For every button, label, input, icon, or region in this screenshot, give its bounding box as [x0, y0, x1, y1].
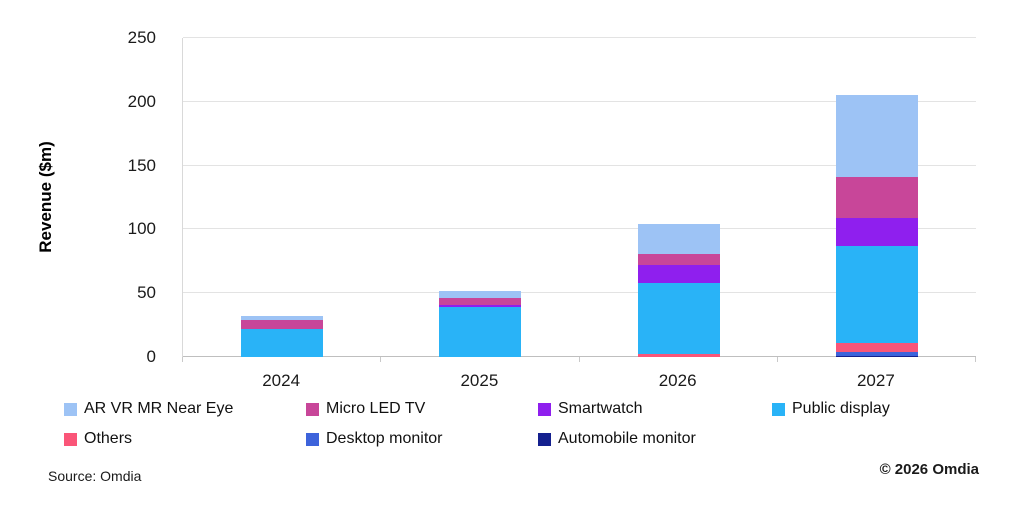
- gridline-200: [183, 100, 976, 102]
- legend-swatch-icon: [306, 432, 319, 446]
- bar-segment-micro-led-tv: [637, 253, 720, 266]
- legend-swatch-icon: [772, 402, 785, 416]
- x-tick-label-2024: 2024: [262, 371, 301, 390]
- legend-label: Smartwatch: [558, 400, 643, 417]
- legend-item-automobile-monitor: Automobile monitor: [538, 430, 696, 448]
- y-tick-label-50: 50: [137, 283, 156, 303]
- y-tick-label-100: 100: [127, 219, 156, 239]
- bar-segment-micro-led-tv: [439, 298, 522, 305]
- legend-label: Micro LED TV: [326, 400, 426, 417]
- bar-segment-others: [637, 354, 720, 357]
- legend-label: Others: [84, 430, 133, 447]
- bar-segment-ar-vr-mr-near-eye: [835, 95, 918, 178]
- bar-segment-smartwatch: [835, 217, 918, 246]
- x-axis-tick-mark: [777, 357, 778, 362]
- legend-item-public-display: Public display: [772, 400, 890, 418]
- legend-swatch-icon: [306, 402, 319, 416]
- bar-segment-ar-vr-mr-near-eye: [439, 290, 522, 299]
- plot-area: [182, 37, 976, 357]
- bar-segment-public-display: [241, 328, 324, 357]
- bar-segment-ar-vr-mr-near-eye: [637, 224, 720, 254]
- gridline-150: [183, 164, 976, 166]
- legend-swatch-icon: [538, 432, 551, 446]
- bar-segment-smartwatch: [637, 265, 720, 283]
- y-tick-label-0: 0: [146, 347, 156, 366]
- x-axis-tick-mark: [975, 357, 976, 362]
- bar-segment-ar-vr-mr-near-eye: [241, 316, 324, 320]
- x-tick-label-2026: 2026: [658, 371, 697, 390]
- legend-label: AR VR MR Near Eye: [84, 400, 234, 417]
- y-tick-label-250: 250: [127, 28, 156, 47]
- legend-swatch-icon: [538, 402, 551, 416]
- bar-segment-automobile-monitor: [835, 355, 918, 357]
- legend-item-micro-led-tv: Micro LED TV: [306, 400, 425, 418]
- y-tick-label-150: 150: [127, 155, 156, 175]
- x-axis-tick-mark: [380, 357, 381, 362]
- x-axis-tick-mark: [579, 357, 580, 362]
- legend-item-smartwatch: Smartwatch: [538, 400, 642, 418]
- y-tick-label-200: 200: [127, 91, 156, 111]
- bar-segment-desktop-monitor: [835, 351, 918, 356]
- gridline-50: [183, 292, 976, 294]
- bar-segment-others: [835, 342, 918, 352]
- gridline-250: [183, 37, 976, 38]
- bar-segment-micro-led-tv: [241, 320, 324, 329]
- legend-swatch-icon: [64, 432, 77, 446]
- legend-item-others: Others: [64, 430, 132, 448]
- bar-segment-micro-led-tv: [835, 177, 918, 218]
- x-tick-label-2025: 2025: [460, 371, 499, 390]
- bar-segment-smartwatch: [439, 304, 522, 308]
- legend-item-ar-vr-mr-near-eye: AR VR MR Near Eye: [64, 400, 233, 418]
- source-text: Source: Omdia: [48, 468, 142, 484]
- gridline-0: [183, 356, 976, 357]
- x-tick-label-2027: 2027: [856, 371, 895, 390]
- bar-segment-public-display: [439, 307, 522, 357]
- legend-swatch-icon: [64, 402, 77, 416]
- legend-label: Desktop monitor: [326, 430, 443, 447]
- copyright-text: © 2026 Omdia: [879, 461, 979, 478]
- bar-segment-public-display: [637, 283, 720, 355]
- gridline-100: [183, 228, 976, 230]
- legend-label: Public display: [792, 400, 890, 417]
- x-axis-tick-mark: [182, 357, 183, 362]
- bar-segment-public-display: [835, 246, 918, 343]
- legend-label: Automobile monitor: [558, 430, 696, 447]
- legend-item-desktop-monitor: Desktop monitor: [306, 430, 443, 448]
